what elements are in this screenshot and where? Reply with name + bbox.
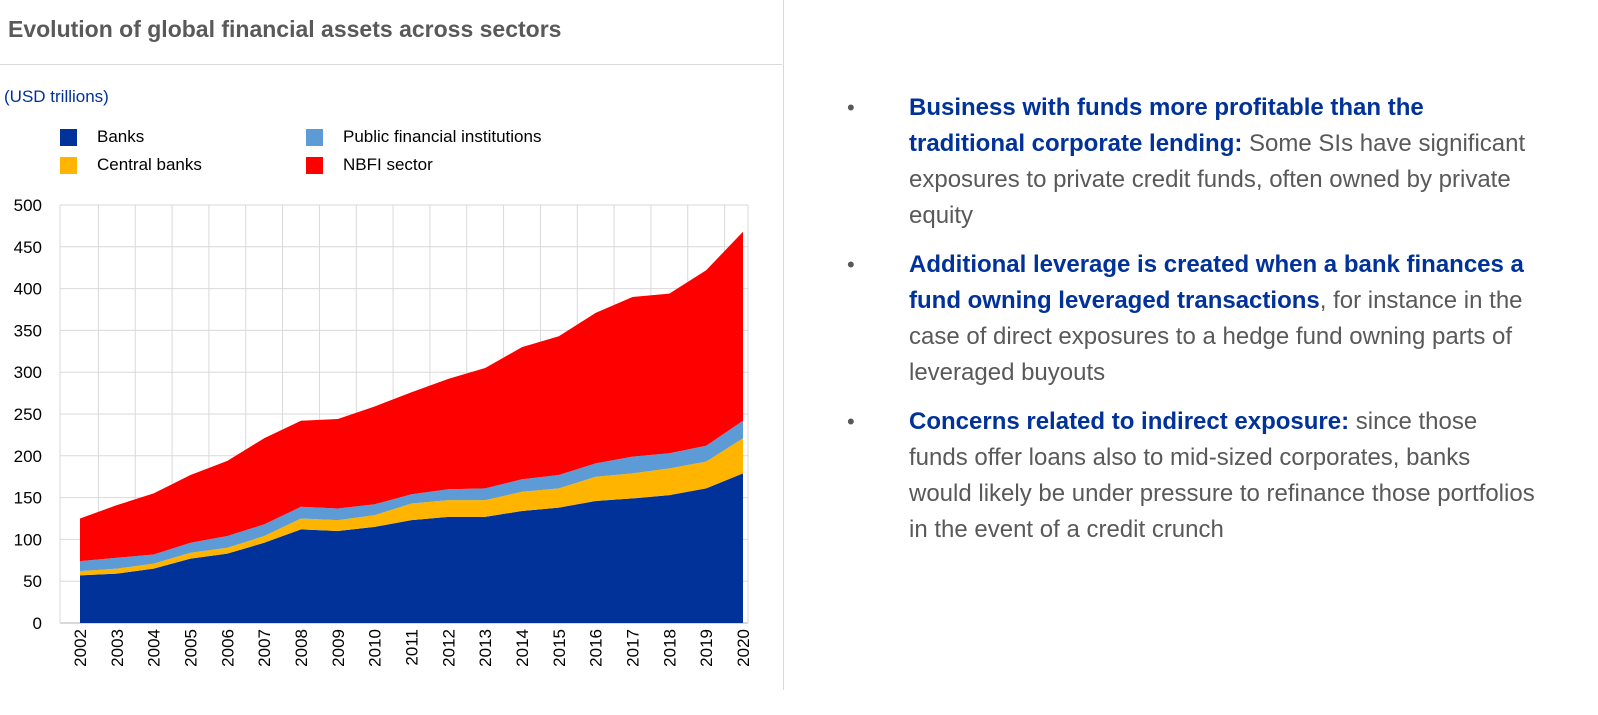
x-tick-label: 2002	[71, 629, 90, 667]
area-nbfi-sector	[80, 231, 743, 562]
x-tick-label: 2016	[587, 629, 606, 667]
chart-title: Evolution of global financial assets acr…	[8, 16, 562, 42]
stacked-area-chart: 0 50 100 150 200 250 300 350 400 450 500 2002 2003 20…	[14, 196, 753, 667]
x-tick-label: 2005	[182, 629, 201, 667]
bullet-list: • Business with funds more profitable tha…	[843, 90, 1543, 561]
bullet-text: , for instance in the case of direct exp…	[909, 287, 1523, 386]
y-tick-label: 300	[14, 363, 42, 382]
x-tick-label: 2009	[329, 629, 348, 667]
y-tick-label: 150	[14, 489, 42, 508]
legend-label: Central banks	[97, 155, 202, 174]
x-tick-label: 2017	[624, 629, 643, 667]
y-tick-label: 450	[14, 238, 42, 257]
legend-label: NBFI sector	[343, 155, 433, 174]
x-tick-label: 2008	[292, 629, 311, 667]
y-tick-label: 500	[14, 196, 42, 215]
bullet-icon: •	[847, 409, 855, 434]
x-tick-label: 2011	[403, 629, 422, 666]
x-tick-label: 2018	[660, 629, 679, 667]
bullet-icon: •	[847, 252, 855, 277]
legend-item-central-banks: Central banks	[60, 155, 202, 175]
y-tick-label: 250	[14, 405, 42, 424]
x-tick-label: 2006	[218, 629, 237, 667]
x-tick-label: 2003	[108, 629, 127, 667]
y-tick-label: 0	[33, 614, 42, 633]
legend-swatch	[60, 156, 77, 174]
legend-item-public-financial-institutions: Public financial institutions	[306, 127, 541, 147]
legend-item-nbfi-sector: NBFI sector	[306, 155, 433, 175]
legend-label: Public financial institutions	[343, 127, 542, 146]
bullet-text: since those funds offer loans also to mi…	[909, 408, 1535, 543]
x-tick-label: 2007	[255, 629, 274, 667]
x-tick-label: 2014	[513, 629, 532, 667]
y-tick-label: 50	[23, 572, 42, 591]
bullet-text: Some SIs have significant exposures to p…	[909, 130, 1526, 229]
bullet-item: • Concerns related to indirect exposure: …	[843, 404, 1539, 548]
x-tick-label: 2010	[366, 629, 385, 667]
x-tick-label: 2019	[697, 629, 716, 667]
bullet-item: • Business with funds more profitable tha…	[843, 90, 1539, 234]
bullet-icon: •	[847, 95, 855, 120]
legend-label: Banks	[97, 127, 145, 146]
y-tick-label: 200	[14, 447, 42, 466]
area-central-banks	[80, 438, 743, 576]
legend-item-banks: Banks	[60, 127, 144, 147]
y-tick-label: 400	[14, 280, 42, 299]
x-tick-label: 2004	[145, 629, 164, 667]
bullet-heading: Additional leverage is created when a ba…	[909, 251, 1524, 314]
bullet-heading: Business with funds more profitable than…	[909, 94, 1424, 157]
x-tick-label: 2013	[476, 629, 495, 667]
unit-label: (USD trillions)	[4, 87, 109, 106]
bullet-heading: Concerns related to indirect exposure:	[909, 408, 1350, 435]
y-tick-label: 100	[14, 530, 42, 549]
area-banks	[80, 473, 743, 623]
area-public-financial-institutions	[80, 420, 743, 572]
x-tick-label: 2012	[439, 629, 458, 667]
x-tick-label: 2015	[550, 629, 569, 667]
legend-swatch	[306, 128, 323, 146]
bullet-item: • Additional leverage is created when a b…	[843, 247, 1539, 391]
legend-swatch	[60, 128, 77, 146]
x-tick-label: 2020	[734, 629, 753, 667]
panel-divider	[783, 0, 784, 690]
title-divider	[0, 64, 782, 65]
legend-swatch	[306, 156, 323, 174]
y-tick-label: 350	[14, 321, 42, 340]
